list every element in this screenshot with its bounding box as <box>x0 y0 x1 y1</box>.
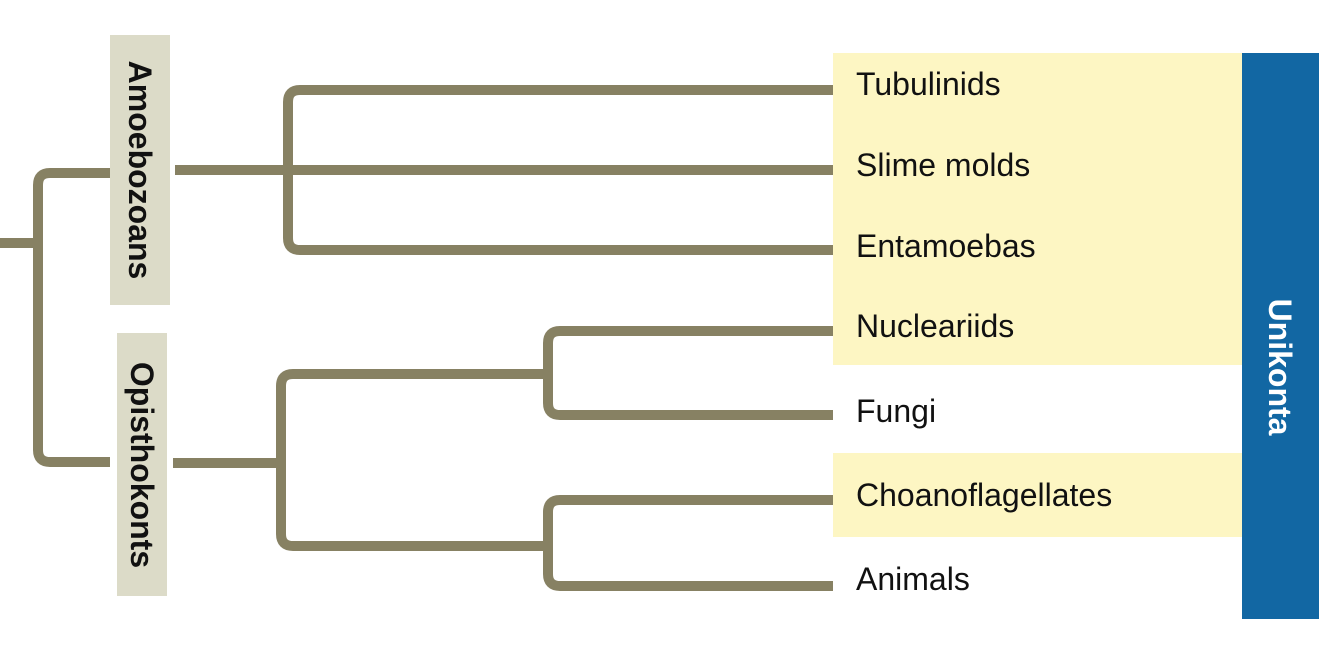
opisthokonts-label: Opisthokonts <box>124 362 160 568</box>
highlight-amoebozoa-nucleariids <box>833 53 1242 365</box>
taxon-animals: Animals <box>856 561 970 597</box>
opisthokonts-box <box>117 333 167 596</box>
opisthokont-split <box>276 369 548 551</box>
choano-animal-split <box>543 495 833 591</box>
amoebozoans-label: Amoebozoans <box>122 61 158 280</box>
root-split <box>33 168 110 467</box>
tree-branches <box>0 85 833 591</box>
amoebozoan-split <box>283 85 833 255</box>
taxon-entamoebas: Entamoebas <box>856 228 1036 264</box>
taxon-choanoflagellates: Choanoflagellates <box>856 477 1112 513</box>
taxon-tubulinids: Tubulinids <box>856 66 1001 102</box>
unikonta-clade-bar <box>1242 53 1319 619</box>
taxon-slime-molds: Slime molds <box>856 147 1030 183</box>
highlight-choanoflagellates <box>833 453 1242 537</box>
taxon-fungi: Fungi <box>856 393 936 429</box>
nucleariid-fungi-split <box>543 326 833 420</box>
taxon-nucleariids: Nucleariids <box>856 308 1014 344</box>
amoebozoans-box <box>110 35 170 305</box>
unikonta-label: Unikonta <box>1262 299 1298 436</box>
